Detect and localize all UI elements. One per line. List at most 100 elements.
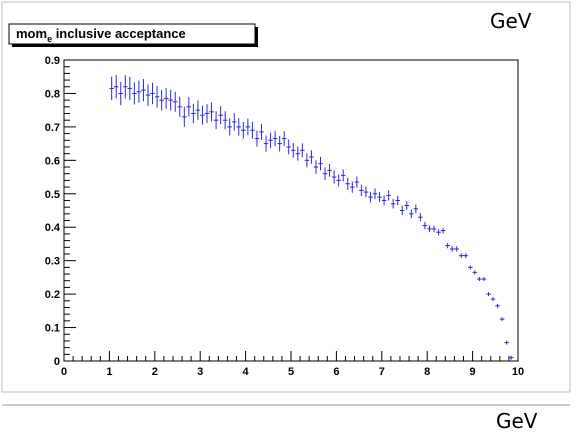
y-tick-label: 0.2 [45,289,60,301]
data-point [300,143,305,158]
data-point [418,213,423,222]
x-tick-label: 10 [512,366,524,378]
data-point [245,118,251,136]
data-point [195,100,201,120]
data-point [331,170,337,184]
chart-title-subscript: e [47,34,52,44]
data-point [281,131,287,146]
data-point [390,199,396,209]
data-point [204,104,210,123]
data-point [132,82,137,105]
data-point [477,277,482,282]
data-point [436,229,441,236]
data-point [372,188,378,200]
title-box [8,23,256,45]
data-point [191,103,196,124]
data-point [241,121,246,139]
data-point [113,75,119,99]
data-point [495,303,500,308]
data-point [231,113,237,131]
data-point [141,79,146,102]
y-tick-label: 0.6 [45,155,60,167]
data-point [449,246,455,252]
data-point [359,184,364,197]
data-point [490,297,496,302]
y-tick-label: 0.1 [45,323,60,335]
data-point [254,130,260,147]
data-point [250,121,255,139]
data-point [377,192,382,203]
data-point [145,84,151,106]
x-tick-label: 2 [152,366,158,378]
data-point [458,253,464,258]
data-point [499,317,505,322]
x-axis: 0 1 2 3 4 5 6 7 8 9 10 [61,351,524,378]
data-point [272,130,278,147]
data-point [154,86,160,108]
data-point [172,91,178,112]
data-point [363,186,369,198]
y-tick-label: 0.7 [45,122,60,134]
data-point [213,111,219,130]
data-point [309,150,314,164]
x-tick-label: 0 [61,366,67,378]
data-point [268,132,273,148]
unit-label-bottom: GeV [496,409,538,433]
data-point [413,204,419,214]
data-point [395,195,400,206]
data-point [445,242,450,249]
data-point [504,340,509,345]
x-tick-label: 8 [424,366,430,378]
x-tick-label: 3 [197,366,203,378]
data-point [209,102,214,122]
y-tick-label: 0 [54,356,60,368]
data-point [327,164,332,177]
pad-frame [1,1,571,393]
data-point [409,209,414,219]
x-tick-label: 9 [470,366,476,378]
data-point [322,167,328,181]
chart-title-main: mom [16,26,47,41]
data-point [263,135,269,152]
data-point [136,80,142,103]
data-point [404,201,410,210]
x-tick-label: 6 [333,366,339,378]
data-point [304,153,310,168]
x-tick-label: 5 [288,366,294,378]
data-point [486,292,491,297]
data-point [286,139,291,155]
data-point [472,270,478,275]
data-point [468,265,473,270]
data-point [159,89,164,111]
data-point [109,76,114,101]
data-point [440,227,446,234]
data-point [277,135,282,152]
data-point [481,277,487,282]
x-tick-label: 7 [379,366,385,378]
data-point [318,156,323,171]
data-point [222,111,228,130]
data-point [295,146,301,161]
x-tick-label: 1 [106,366,112,378]
data-point [350,181,355,193]
data-point [291,142,296,158]
data-point [454,246,459,252]
data-point [313,160,319,174]
y-axis: 0 0.1 0.2 0.3 0.4 0.5 0.6 0.7 0.8 0.9 [45,55,76,368]
data-point [340,169,346,182]
data-point [368,191,373,203]
data-point [200,105,205,125]
y-tick-label: 0.4 [45,222,61,234]
data-point [163,88,169,109]
x-tick-label: 4 [243,366,250,378]
y-tick-label: 0.8 [45,88,60,100]
y-tick-label: 0.9 [45,55,60,67]
data-point [127,76,133,101]
data-point [168,89,173,111]
y-tick-label: 0.5 [45,189,60,201]
data-point [354,176,360,188]
data-point [427,225,432,233]
data-point [431,225,437,233]
data-points [109,75,514,360]
